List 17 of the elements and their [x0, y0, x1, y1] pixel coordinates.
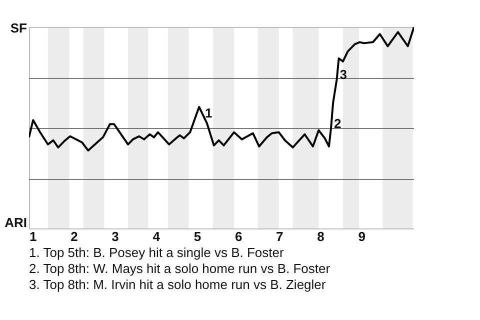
x-tick-label: 4 [152, 228, 161, 244]
x-tick-label: 8 [317, 228, 324, 244]
x-tick-label: 9 [358, 228, 366, 244]
annotation: 2 [334, 116, 342, 131]
x-tick-label: 6 [234, 228, 242, 244]
text: ARI [4, 214, 27, 230]
x-tick-label: 2 [70, 228, 78, 244]
x-tick-label: 7 [276, 228, 284, 244]
annotation: 3 [340, 67, 347, 82]
text: 2. Top 8th: W. Mays hit a solo home run vs B. Foster [29, 261, 332, 277]
x-tick-label: 3 [112, 228, 119, 244]
annotation: 1 [204, 106, 212, 121]
x-tick-label: 5 [194, 228, 202, 244]
text: SF [10, 20, 28, 36]
x-tick-label: 1 [29, 228, 37, 244]
text: 1. Top 5th: B. Posey hit a single vs B. Foster [29, 245, 285, 261]
text: 3. Top 8th: M. Irvin hit a solo home run vs B. Ziegler [29, 277, 327, 293]
